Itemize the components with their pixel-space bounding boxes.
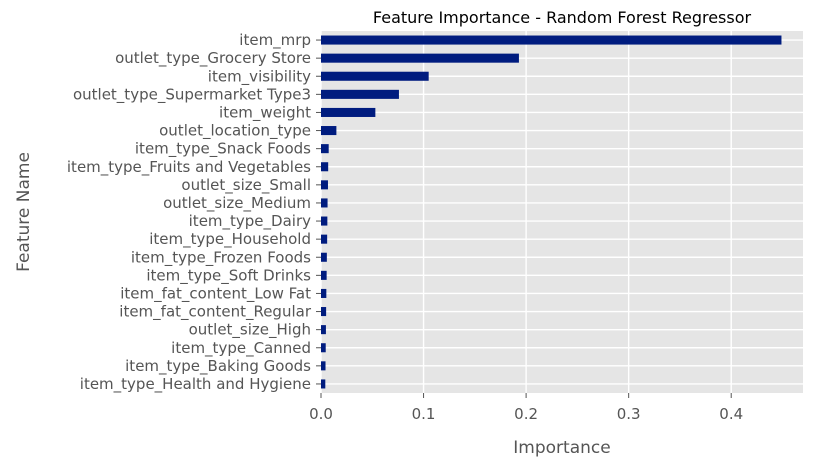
y-tick-label: outlet_type_Grocery Store [115,49,311,68]
bar [321,35,782,45]
bar [321,270,327,280]
chart-title: Feature Importance - Random Forest Regre… [373,8,752,27]
x-tick-label: 0.1 [412,405,436,423]
bar [321,162,329,172]
x-tick-label: 0.4 [719,405,743,423]
bar [321,252,327,262]
bar [321,198,328,208]
y-tick-label: item_fat_content_Low Fat [120,284,311,303]
bar [321,126,337,136]
bar [321,144,329,154]
x-tick-label: 0.2 [514,405,538,423]
y-tick-label: item_type_Canned [171,339,311,358]
bar [321,379,326,389]
bar [321,180,328,190]
y-tick-label: outlet_type_Supermarket Type3 [73,85,311,104]
y-tick-label: item_type_Frozen Foods [131,248,311,267]
bar [321,343,326,353]
x-axis-title: Importance [513,438,610,458]
y-tick-label: item_type_Dairy [189,212,311,231]
y-tick-label: item_type_Baking Goods [125,357,311,376]
bar [321,234,328,244]
bar [321,89,399,99]
y-tick-label: outlet_size_Small [181,176,311,195]
bar [321,325,326,335]
bar [321,107,376,117]
x-tick-labels: 0.0 0.1 0.2 0.3 0.4 [309,393,743,423]
bar [321,53,519,63]
y-tick-label: item_type_Snack Foods [135,140,311,159]
bar [321,288,327,298]
y-tick-label: item_type_Health and Hygiene [80,375,311,394]
y-tick-label: item_visibility [208,67,311,86]
bar [321,71,429,81]
grid-lines [320,31,803,393]
y-tick-label: item_type_Fruits and Vegetables [67,158,311,177]
y-tick-label: outlet_size_Medium [163,194,311,213]
y-tick-label: outlet_location_type [159,122,311,141]
x-tick-label: 0.0 [309,405,333,423]
y-axis-title: Feature Name [14,152,34,272]
y-tick-label: item_type_Household [149,230,311,249]
plot-background [321,31,803,393]
y-tick-label: item_mrp [239,31,311,50]
bars [321,35,782,389]
bar [321,307,327,317]
x-tick-label: 0.3 [617,405,641,423]
y-tick-label: outlet_size_High [189,321,311,340]
y-tick-label: item_weight [219,103,311,122]
bar [321,361,326,371]
bar [321,216,328,226]
y-tick-label: item_fat_content_Regular [119,303,312,322]
y-tick-label: item_type_Soft Drinks [146,266,311,285]
